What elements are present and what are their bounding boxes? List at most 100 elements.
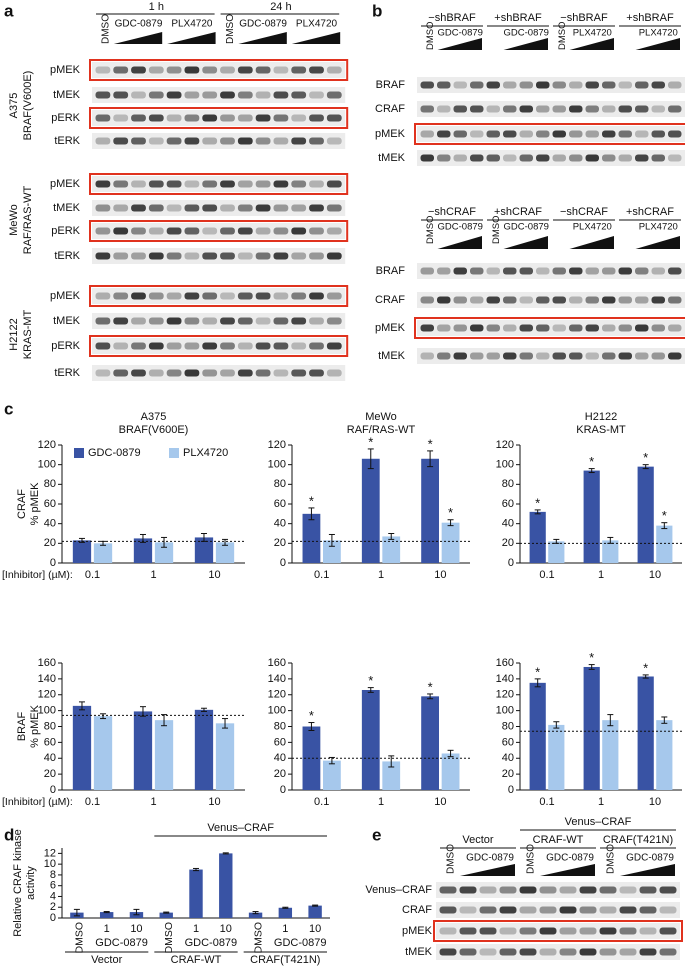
- x-tick-label: 1: [150, 796, 156, 808]
- band: [486, 324, 500, 332]
- band: [291, 66, 307, 74]
- x-tick-label: 10: [649, 796, 661, 808]
- band: [552, 130, 566, 138]
- dose-triangle: [460, 864, 515, 876]
- band: [220, 317, 235, 325]
- bar: [133, 538, 153, 563]
- band: [148, 227, 164, 235]
- band: [291, 317, 307, 325]
- blot-strip: [436, 882, 680, 898]
- band: [148, 369, 164, 377]
- band: [479, 886, 497, 894]
- band: [326, 342, 342, 350]
- band: [273, 342, 289, 350]
- band: [470, 296, 484, 304]
- panel-label: d: [4, 825, 14, 844]
- band: [618, 130, 632, 138]
- blot-row-label: tMEK: [53, 315, 81, 327]
- blot-row-label: pERK: [51, 340, 80, 352]
- x-tick-label: 10: [434, 796, 446, 808]
- band: [668, 267, 682, 275]
- band: [237, 180, 253, 188]
- bar: [548, 724, 565, 790]
- band: [148, 91, 164, 99]
- lane-label: GDC-0879: [115, 19, 163, 30]
- band: [503, 154, 517, 162]
- y-tick-label: 100: [496, 459, 514, 471]
- dose-triangle: [620, 864, 675, 876]
- band: [579, 886, 597, 894]
- lane-label: GDC-0879: [466, 853, 514, 864]
- bar: [421, 458, 439, 563]
- band: [519, 105, 533, 113]
- blot-strip: [92, 200, 346, 216]
- band: [437, 130, 451, 138]
- band: [202, 317, 218, 325]
- lane-label: PLX4720: [639, 222, 678, 233]
- band: [420, 154, 434, 162]
- panel-label: a: [4, 1, 14, 20]
- band: [220, 342, 235, 350]
- band: [635, 296, 649, 304]
- chart-title: BRAF(V600E): [119, 424, 189, 436]
- band: [618, 324, 632, 332]
- band: [486, 267, 500, 275]
- x-tick-label: 10: [309, 923, 321, 935]
- dose-triangle: [503, 236, 548, 249]
- band: [131, 91, 146, 99]
- band: [326, 292, 342, 300]
- band: [237, 369, 253, 377]
- band: [255, 252, 271, 260]
- group-header: CRAF(T421N): [603, 834, 673, 846]
- band: [220, 292, 235, 300]
- group-label: CRAF(T421N): [250, 954, 320, 966]
- y-tick-label: 100: [38, 459, 56, 471]
- band: [470, 105, 484, 113]
- band: [220, 66, 235, 74]
- blot-row-label: tMEK: [378, 350, 406, 362]
- group-label: CRAF-WT: [171, 954, 222, 966]
- band: [255, 204, 271, 212]
- band: [536, 105, 550, 113]
- y-tick-label: 60: [502, 498, 514, 510]
- band: [552, 267, 566, 275]
- bar: [361, 689, 380, 790]
- band: [539, 906, 557, 914]
- y-tick-label: 12: [44, 847, 56, 859]
- rotated-label: DMSO: [163, 922, 175, 954]
- band: [220, 227, 235, 235]
- blot-row-label: tMEK: [378, 152, 406, 164]
- band: [220, 204, 235, 212]
- group-header: −shCRAF: [560, 206, 608, 218]
- blot-strip: [436, 902, 680, 918]
- group-drug: GDC-0879: [185, 937, 238, 949]
- band: [95, 292, 111, 300]
- band: [237, 342, 253, 350]
- band: [309, 317, 324, 325]
- band: [585, 324, 599, 332]
- band: [659, 948, 677, 956]
- rotated-label: DMSO: [557, 22, 568, 51]
- band: [559, 906, 577, 914]
- band: [519, 886, 537, 894]
- band: [273, 137, 289, 145]
- y-tick-label: 100: [496, 705, 514, 717]
- band: [639, 886, 657, 894]
- rotated-label: MeWo: [8, 204, 20, 236]
- y-tick-label: 0: [508, 557, 514, 569]
- bar: [159, 912, 173, 918]
- rotated-label: DMSO: [225, 14, 236, 44]
- blot-row-label: BRAF: [376, 265, 406, 277]
- band: [539, 927, 557, 935]
- y-tick-label: 8: [50, 869, 56, 881]
- band: [439, 927, 457, 935]
- blot-strip: [417, 320, 685, 336]
- band: [437, 81, 451, 89]
- significance-marker: *: [368, 673, 373, 688]
- band: [619, 906, 637, 914]
- band: [536, 154, 550, 162]
- lane-label: PLX4720: [573, 28, 612, 39]
- group-header: +shCRAF: [494, 206, 542, 218]
- band: [420, 267, 434, 275]
- band: [166, 369, 182, 377]
